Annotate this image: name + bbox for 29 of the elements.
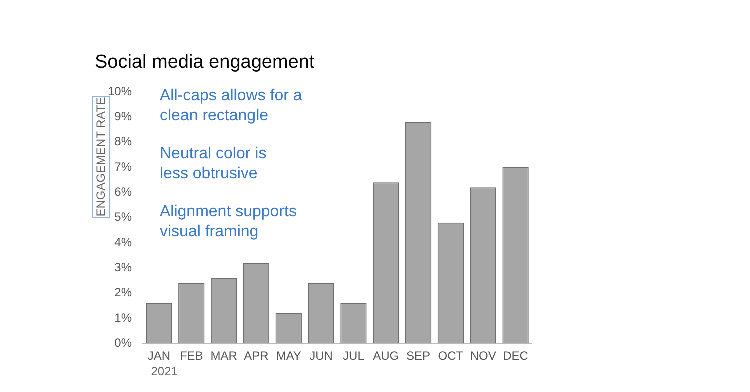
annotation: All-caps allows for a clean rectangle: [160, 87, 302, 124]
y-tick-label: 8%: [114, 134, 132, 149]
x-tick-label: APR: [244, 349, 270, 364]
y-tick-label: 9%: [114, 109, 132, 124]
x-tick-label: NOV: [470, 349, 496, 364]
x-tick-label: OCT: [438, 349, 464, 364]
y-tick-label: 10%: [108, 84, 132, 98]
y-tick-label: 3%: [114, 260, 132, 274]
x-tick-label: MAY: [276, 349, 302, 364]
x-tick-label: SEP: [406, 349, 431, 364]
y-tick-label: 0%: [114, 336, 132, 350]
y-tick-label: 2%: [114, 286, 132, 300]
x-tick-label: DEC: [503, 349, 529, 364]
text: 2021: [151, 364, 178, 378]
y-tick-label: 1%: [114, 310, 132, 325]
y-tick-label: 7%: [114, 160, 132, 174]
chart-title: Social media engagement: [95, 52, 315, 74]
x-tick-label: JUL: [343, 349, 365, 364]
y-tick-label: 6%: [114, 184, 132, 199]
annotation: Alignment supports visual framing: [160, 203, 297, 240]
y-tick-label: 4%: [114, 235, 132, 250]
x-tick-label: FEB: [180, 349, 204, 364]
x-tick-label: JUN: [310, 349, 333, 364]
x-tick-label: AUG: [373, 349, 400, 364]
x-tick-label: MAR: [210, 349, 238, 364]
x-tick-label: JAN: [148, 349, 171, 364]
y-axis-title: ENGAGEMENT RATE: [94, 97, 108, 217]
y-tick-label: 5%: [114, 210, 132, 224]
annotation: Neutral color is less obtrusive: [160, 145, 267, 182]
